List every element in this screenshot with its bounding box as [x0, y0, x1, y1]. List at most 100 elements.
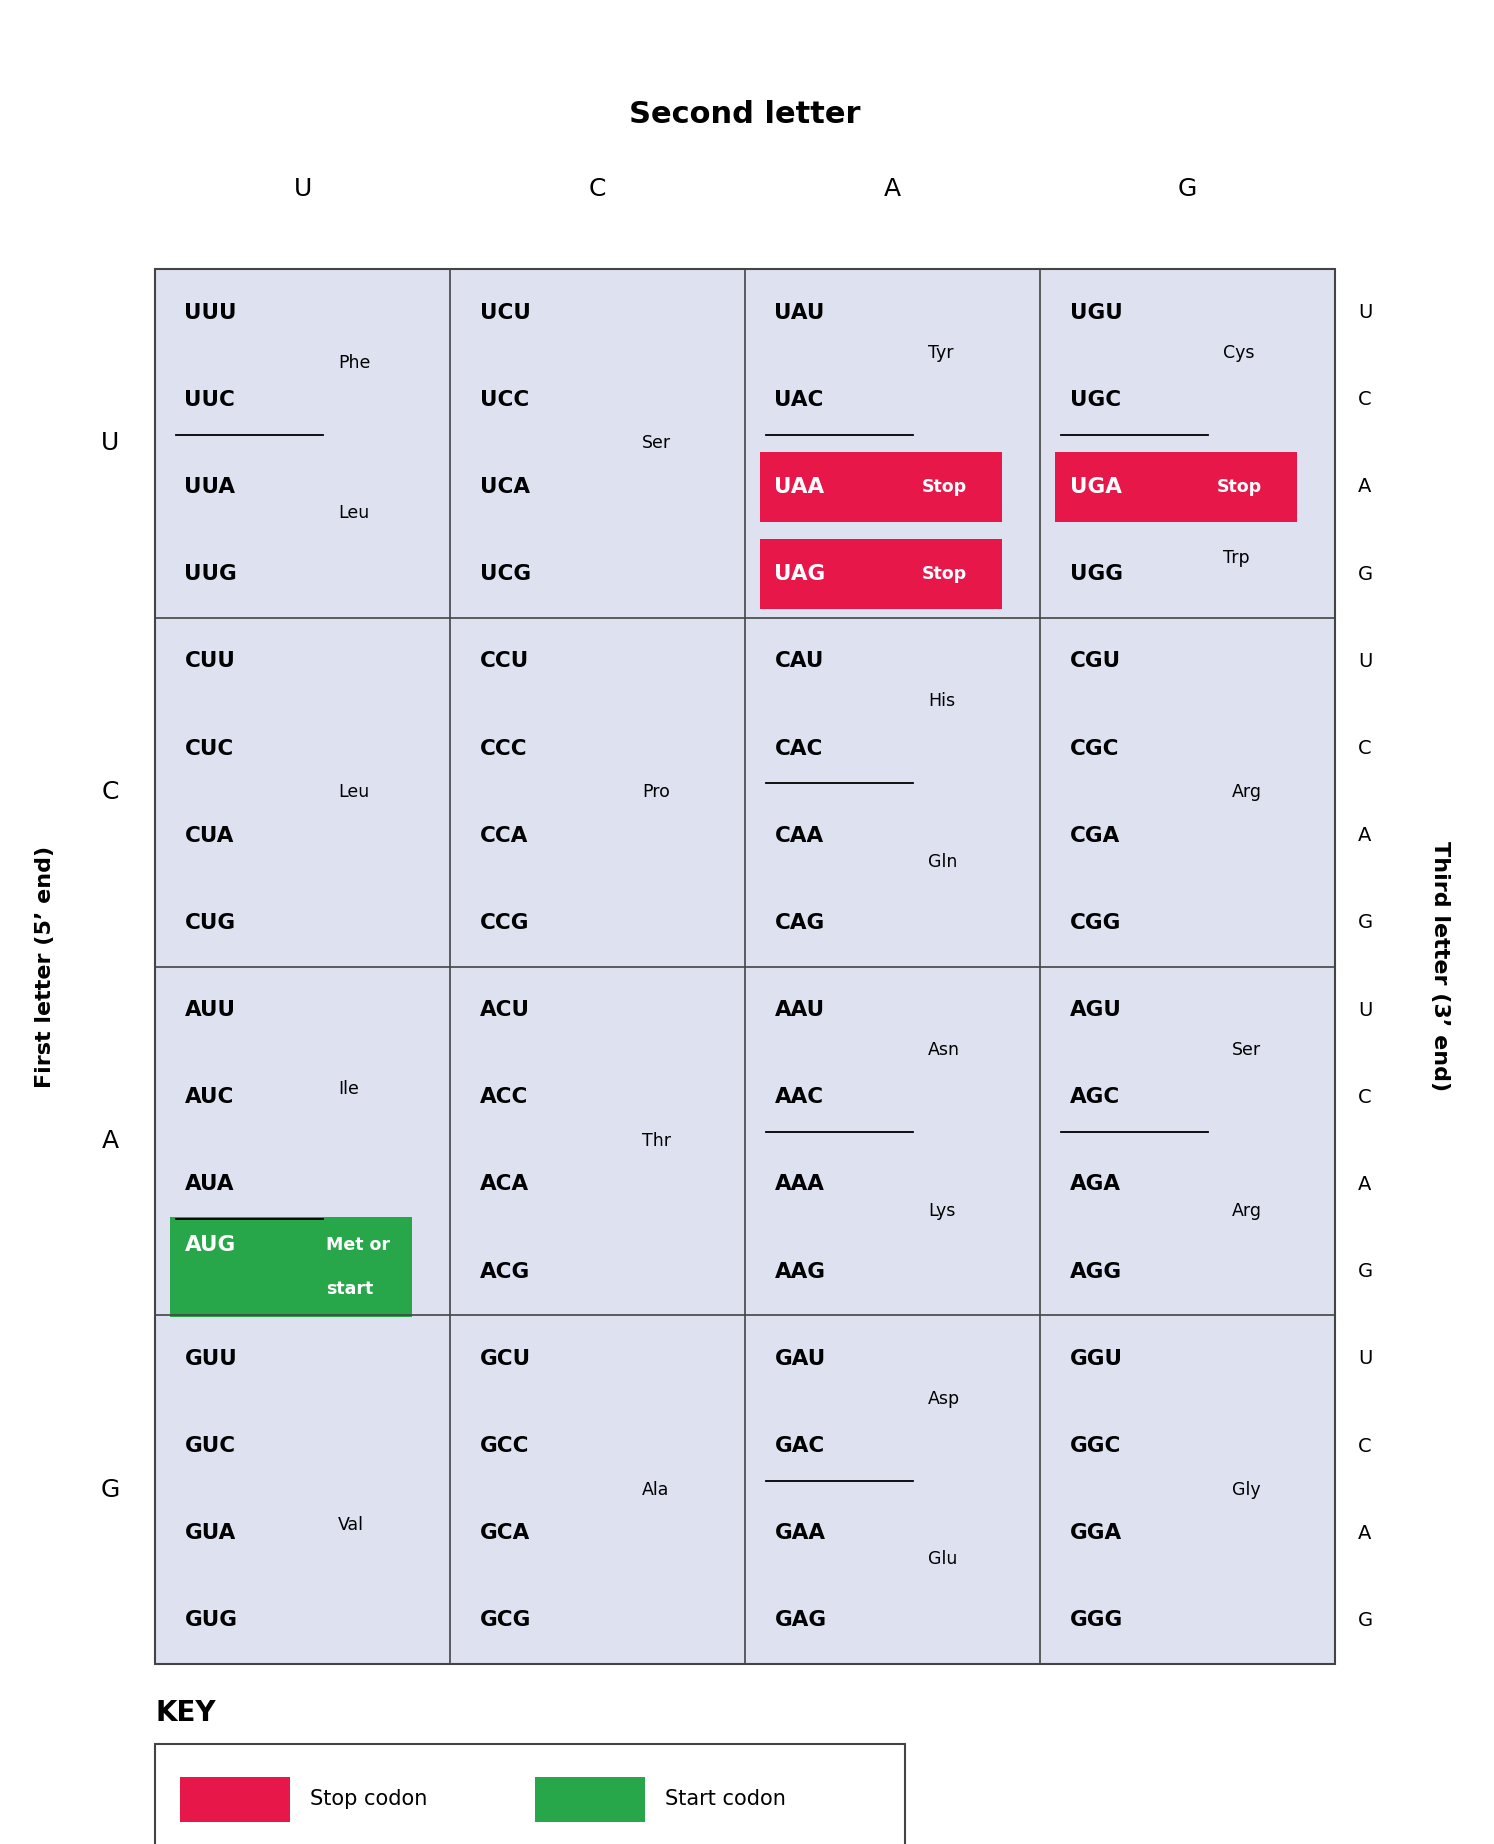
Text: Stop: Stop: [922, 564, 967, 583]
Bar: [746, 966, 1040, 1315]
Text: UUU: UUU: [184, 302, 238, 323]
Text: GUA: GUA: [184, 1523, 236, 1543]
Text: UAA: UAA: [774, 478, 825, 498]
Text: CGG: CGG: [1070, 913, 1120, 933]
Text: Arg: Arg: [1231, 1202, 1262, 1219]
Text: Cys: Cys: [1224, 343, 1255, 361]
Bar: [760, 452, 1001, 522]
Text: Ala: Ala: [642, 1481, 669, 1499]
Text: A: A: [1358, 1523, 1371, 1543]
Text: A: A: [1358, 478, 1371, 496]
Text: GGC: GGC: [1070, 1436, 1120, 1457]
Text: UGU: UGU: [1070, 302, 1122, 323]
Bar: [155, 1744, 905, 1844]
Text: UUA: UUA: [184, 478, 236, 498]
Text: C: C: [1358, 739, 1371, 758]
Text: CGU: CGU: [1070, 651, 1120, 671]
Text: CCA: CCA: [480, 826, 527, 846]
Bar: [450, 269, 746, 618]
Bar: [1055, 452, 1297, 522]
Text: U: U: [1358, 651, 1371, 671]
Text: UAG: UAG: [774, 564, 826, 585]
Text: UAC: UAC: [774, 389, 823, 409]
Bar: [1040, 618, 1336, 966]
Text: Phe: Phe: [338, 354, 371, 372]
Text: Asp: Asp: [928, 1390, 961, 1409]
Text: Met or: Met or: [326, 1235, 390, 1254]
Bar: [1040, 1315, 1336, 1663]
Text: G: G: [100, 1477, 120, 1501]
Text: U: U: [1358, 1350, 1371, 1368]
Text: G: G: [1358, 1612, 1373, 1630]
Bar: [155, 269, 450, 618]
Text: Stop: Stop: [922, 478, 967, 496]
Text: GUG: GUG: [184, 1610, 238, 1630]
Text: ACA: ACA: [480, 1175, 529, 1195]
Text: AGU: AGU: [1070, 999, 1122, 1020]
Bar: [746, 618, 1040, 966]
Text: GCG: GCG: [480, 1610, 530, 1630]
Text: GCC: GCC: [480, 1436, 529, 1457]
Text: C: C: [1358, 391, 1371, 409]
Text: AAC: AAC: [774, 1088, 823, 1106]
Text: Stop codon: Stop codon: [309, 1789, 427, 1809]
Bar: [170, 1217, 412, 1317]
Text: U: U: [102, 431, 120, 455]
Bar: [760, 538, 1001, 609]
Text: His: His: [928, 693, 955, 710]
Text: AAU: AAU: [774, 999, 825, 1020]
Text: Pro: Pro: [642, 784, 669, 800]
Bar: [155, 618, 450, 966]
Bar: [746, 269, 1040, 618]
Bar: [746, 1315, 1040, 1663]
Text: AGA: AGA: [1070, 1175, 1120, 1195]
Text: UAU: UAU: [774, 302, 825, 323]
Text: GCA: GCA: [480, 1523, 530, 1543]
Bar: [450, 618, 746, 966]
Text: U: U: [1358, 302, 1371, 323]
Text: CUU: CUU: [184, 651, 236, 671]
Text: Start codon: Start codon: [665, 1789, 786, 1809]
Text: ACG: ACG: [480, 1261, 530, 1282]
Text: GAA: GAA: [774, 1523, 826, 1543]
Text: CAU: CAU: [774, 651, 823, 671]
Text: Gly: Gly: [1231, 1481, 1261, 1499]
Text: Glu: Glu: [928, 1551, 958, 1569]
Text: AGG: AGG: [1070, 1261, 1122, 1282]
Text: GAU: GAU: [774, 1348, 826, 1368]
Text: ACC: ACC: [480, 1088, 527, 1106]
Text: Leu: Leu: [338, 784, 369, 800]
Text: CCC: CCC: [480, 739, 527, 758]
Text: start: start: [326, 1280, 374, 1298]
Text: UCG: UCG: [480, 564, 530, 585]
Text: AAA: AAA: [774, 1175, 825, 1195]
Text: U: U: [1358, 1001, 1371, 1020]
Bar: [1040, 966, 1336, 1315]
Bar: [155, 966, 450, 1315]
Text: UUG: UUG: [184, 564, 238, 585]
Text: Asn: Asn: [928, 1042, 961, 1058]
Text: AUU: AUU: [184, 999, 236, 1020]
Text: Trp: Trp: [1224, 550, 1249, 568]
Text: CAC: CAC: [774, 739, 823, 758]
Text: AUA: AUA: [184, 1175, 235, 1195]
Text: CUA: CUA: [184, 826, 235, 846]
Text: AAG: AAG: [774, 1261, 826, 1282]
Text: UGA: UGA: [1070, 478, 1122, 498]
Text: G: G: [1358, 564, 1373, 585]
Bar: [535, 1776, 645, 1822]
Text: Ser: Ser: [642, 435, 671, 452]
Text: UCC: UCC: [480, 389, 529, 409]
Text: Third letter (3’ end): Third letter (3’ end): [1430, 841, 1451, 1092]
Text: G: G: [1177, 177, 1197, 201]
Text: GAG: GAG: [774, 1610, 826, 1630]
Text: CAA: CAA: [774, 826, 823, 846]
Text: G: G: [1358, 1261, 1373, 1282]
Text: Stop: Stop: [1218, 478, 1262, 496]
Text: CUG: CUG: [184, 913, 236, 933]
Text: GUC: GUC: [184, 1436, 236, 1457]
Text: GCU: GCU: [480, 1348, 530, 1368]
Text: U: U: [293, 177, 312, 201]
Text: Ile: Ile: [338, 1079, 359, 1097]
Bar: [155, 269, 1336, 1663]
